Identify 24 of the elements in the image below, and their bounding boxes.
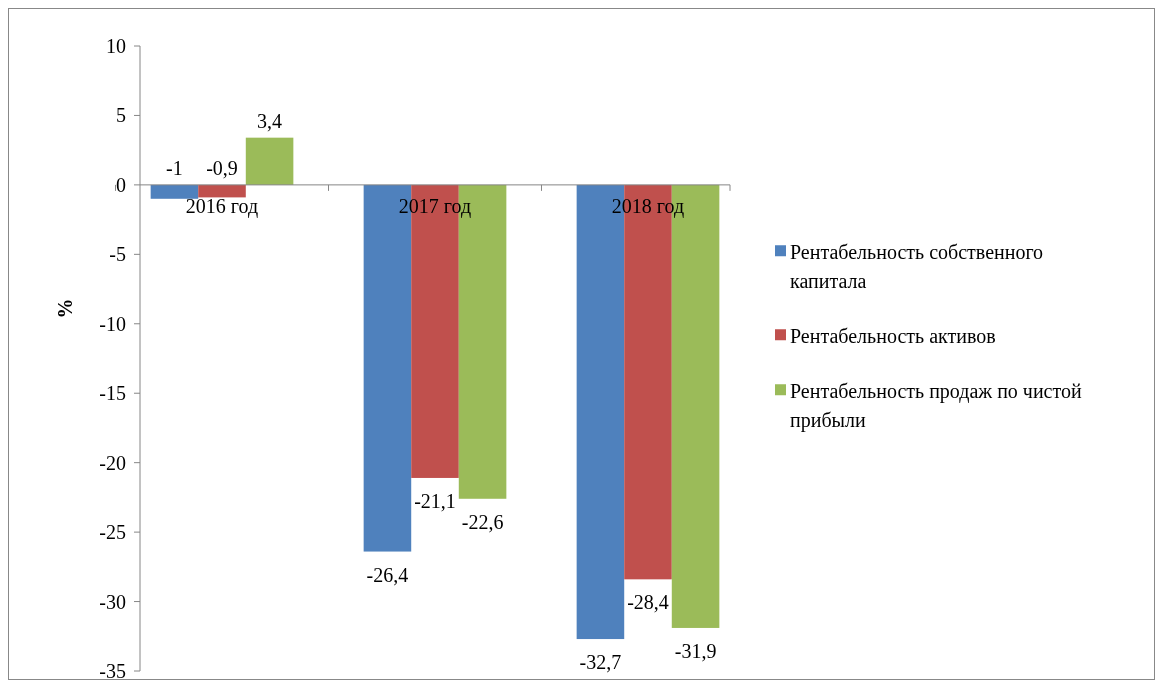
- data-label: -31,9: [674, 639, 717, 662]
- data-label: -22,6: [461, 510, 504, 533]
- y-tick-label: -5: [109, 243, 126, 266]
- y-tick-label: -25: [99, 521, 126, 544]
- y-tick-label: 10: [106, 35, 126, 57]
- y-axis-title: %: [54, 298, 76, 319]
- y-tick-label: -20: [99, 451, 126, 474]
- y-tick-label: 5: [116, 104, 126, 127]
- data-label: -28,4: [627, 591, 669, 614]
- data-label: -26,4: [366, 563, 409, 586]
- data-label: 3,4: [257, 109, 283, 132]
- y-tick-label: -30: [99, 590, 126, 613]
- data-label: -0,9: [206, 156, 238, 179]
- legend-label: Рентабельность активов: [790, 325, 996, 348]
- y-tick-label: -35: [99, 660, 126, 682]
- x-tick-label: 2016 год: [185, 194, 259, 218]
- y-tick-label: -15: [99, 382, 126, 405]
- data-label: -21,1: [414, 489, 456, 512]
- y-tick-label: -10: [99, 312, 126, 335]
- y-tick-label: 0: [116, 173, 126, 196]
- data-label: -32,7: [579, 651, 622, 674]
- data-label: -1: [166, 156, 183, 179]
- legend-label: Рентабельность продаж по чистой прибыли: [790, 380, 1082, 433]
- legend-label: Рентабельность собственного капитала: [790, 241, 1044, 293]
